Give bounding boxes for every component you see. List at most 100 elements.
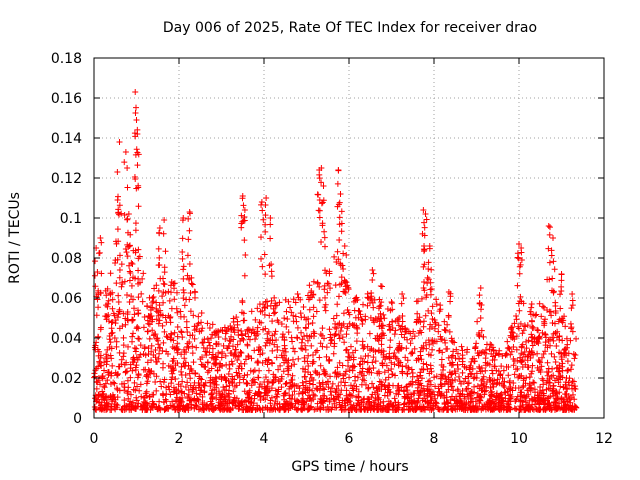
data-point	[436, 388, 443, 395]
data-point	[107, 270, 114, 277]
data-point	[321, 386, 328, 393]
data-point	[268, 268, 275, 275]
data-point	[510, 362, 517, 369]
data-point	[182, 406, 189, 413]
data-point	[148, 357, 155, 364]
data-point	[551, 398, 558, 405]
data-point	[532, 389, 539, 396]
data-point	[109, 329, 116, 336]
data-point	[529, 401, 536, 408]
data-point	[241, 214, 248, 221]
data-point	[222, 352, 229, 359]
data-point	[568, 305, 575, 312]
data-point	[305, 296, 312, 303]
data-point	[176, 405, 183, 412]
data-point	[513, 366, 520, 373]
data-point	[407, 340, 414, 347]
data-point	[289, 338, 296, 345]
data-point	[420, 403, 427, 410]
data-point	[130, 330, 137, 337]
data-point	[237, 349, 244, 356]
data-point	[467, 370, 474, 377]
data-point	[180, 266, 187, 273]
data-point	[153, 316, 160, 323]
data-point	[298, 314, 305, 321]
data-point	[530, 406, 537, 413]
data-point	[386, 354, 393, 361]
data-point	[342, 406, 349, 413]
data-point	[266, 262, 273, 269]
data-point	[160, 280, 167, 287]
data-point	[148, 342, 155, 349]
data-point	[445, 406, 452, 413]
data-point	[350, 387, 357, 394]
data-point	[428, 310, 435, 317]
data-point	[172, 375, 179, 382]
data-point	[347, 405, 354, 412]
data-point	[379, 360, 386, 367]
data-point	[395, 322, 402, 329]
data-point	[168, 305, 175, 312]
data-point	[464, 380, 471, 387]
data-point	[429, 346, 436, 353]
data-point	[136, 253, 143, 260]
data-point	[330, 315, 337, 322]
data-point	[557, 372, 564, 379]
data-point	[259, 359, 266, 366]
data-point	[408, 393, 415, 400]
data-point	[135, 151, 142, 158]
data-point	[515, 385, 522, 392]
data-point	[276, 406, 283, 413]
data-point	[461, 395, 468, 402]
data-point	[293, 318, 300, 325]
data-point	[112, 257, 119, 264]
data-point	[112, 320, 119, 327]
data-point	[167, 336, 174, 343]
data-point	[263, 387, 270, 394]
data-point	[545, 223, 552, 229]
data-point	[261, 390, 268, 397]
data-point	[358, 381, 365, 388]
data-point	[559, 337, 566, 344]
data-point	[492, 352, 499, 359]
data-point	[495, 400, 502, 407]
data-point	[178, 328, 185, 335]
data-point	[339, 334, 346, 341]
data-point	[479, 376, 486, 383]
data-point	[149, 299, 156, 306]
data-point	[292, 313, 299, 320]
data-point	[145, 320, 152, 327]
data-point	[428, 324, 435, 331]
data-point	[270, 371, 277, 378]
data-point	[546, 224, 553, 231]
data-point	[147, 406, 154, 413]
data-point	[449, 405, 456, 412]
data-point	[432, 383, 439, 390]
data-point	[389, 371, 396, 378]
x-tick-label: 4	[260, 431, 269, 447]
data-point	[116, 139, 123, 145]
data-point	[520, 377, 527, 384]
data-point	[447, 298, 454, 305]
data-point	[324, 280, 331, 287]
data-point	[169, 343, 176, 350]
data-point	[152, 378, 159, 385]
data-point	[518, 344, 525, 351]
data-point	[391, 331, 398, 338]
data-point	[338, 280, 345, 287]
data-point	[298, 339, 305, 346]
data-point	[310, 291, 317, 298]
data-point	[365, 385, 372, 392]
data-point	[256, 392, 263, 399]
data-point	[540, 350, 547, 357]
data-point	[510, 343, 517, 350]
data-point	[537, 369, 544, 376]
data-point	[568, 362, 575, 369]
data-point	[114, 169, 121, 175]
data-point	[297, 310, 304, 317]
data-point	[189, 343, 196, 350]
x-tick-label: 12	[595, 431, 613, 447]
data-point	[295, 355, 302, 362]
data-point	[477, 368, 484, 375]
data-point	[127, 391, 134, 398]
